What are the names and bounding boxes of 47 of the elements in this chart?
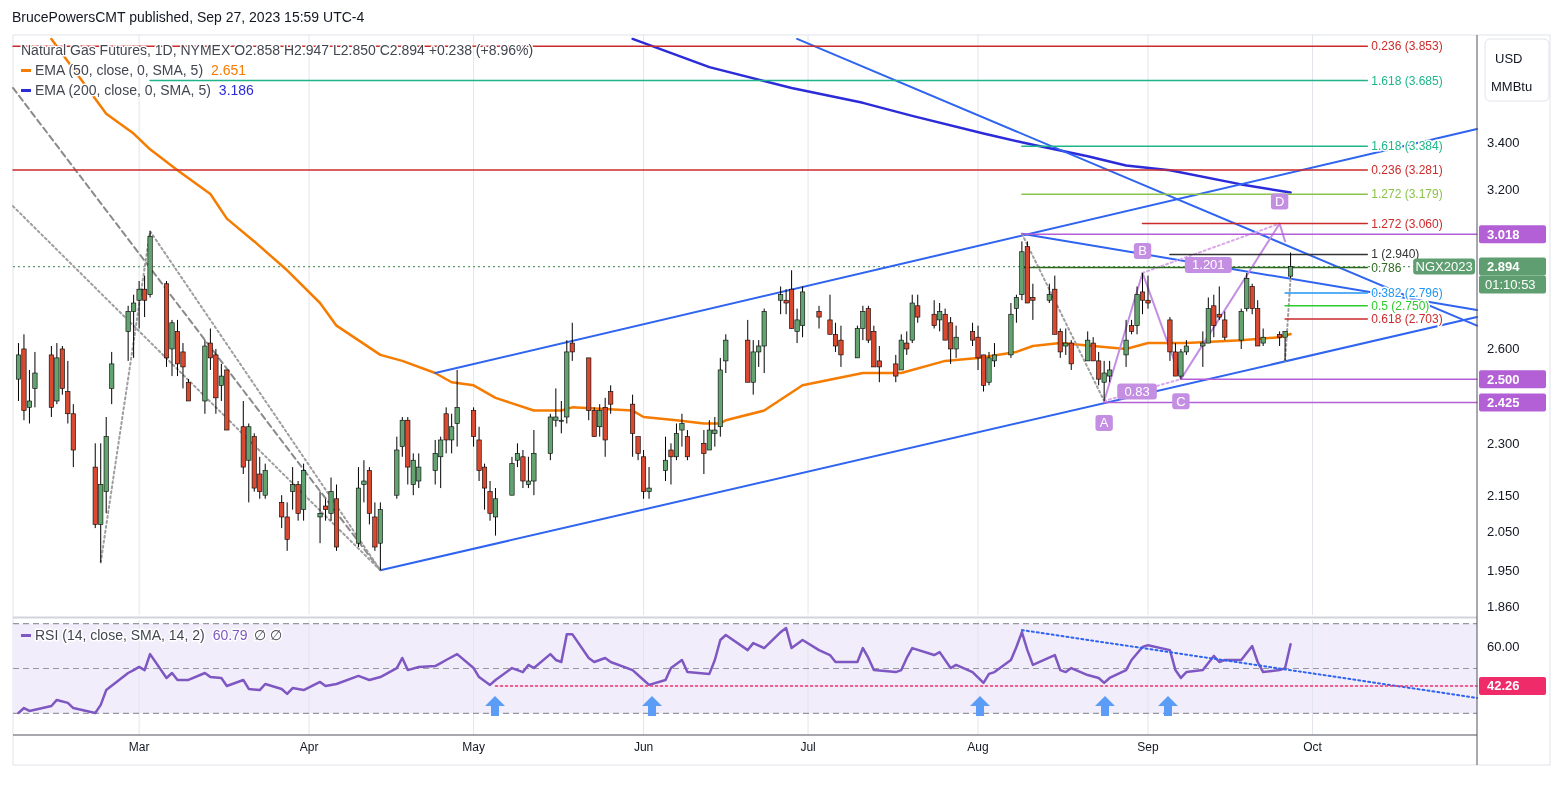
- series-label: 2.500: [1487, 371, 1520, 387]
- annotation: C: [1176, 393, 1186, 409]
- series-label: 0.786: [1371, 260, 1402, 275]
- x-tick-label: Aug: [967, 740, 989, 754]
- series-label: 0.618 (2.703): [1371, 312, 1443, 327]
- y-tick-label: 42.26: [1487, 678, 1520, 694]
- x-tick-label: Sep: [1137, 740, 1160, 754]
- annotation: 3.186: [218, 82, 255, 98]
- annotation: D: [1274, 194, 1285, 210]
- annotation: 0.83: [1124, 384, 1150, 400]
- y-tick-label: 2.150: [1487, 487, 1520, 503]
- annotation: 60.79: [212, 627, 248, 643]
- y-tick-label: 1.950: [1487, 562, 1520, 578]
- series-label: 2.425: [1487, 395, 1520, 411]
- annotation: B: [1138, 243, 1147, 259]
- series-label: 1.618 (3.685): [1371, 73, 1443, 88]
- series-label: 0.236 (3.853): [1371, 39, 1443, 54]
- text: 01:10:53: [1485, 277, 1536, 293]
- text: BrucePowersCMT published, Sep 27, 2023 15:59 UTC-4: [12, 9, 365, 25]
- y-tick-label: 2.050: [1487, 524, 1520, 540]
- series-label: 1.272 (3.179): [1371, 187, 1443, 202]
- series-label: 3.018: [1487, 226, 1520, 242]
- text: USD: [1495, 50, 1523, 66]
- series-label: 1.618 (3.384): [1371, 139, 1443, 154]
- x-tick-label: May: [462, 740, 485, 754]
- annotation: ∅ ∅: [253, 627, 282, 643]
- annotation: 1.201: [1192, 257, 1225, 273]
- legend-label: RSI (14, close, SMA, 14, 2): [35, 627, 205, 643]
- x-tick-label: Jun: [633, 740, 654, 754]
- series-label: 1.272 (3.060): [1371, 216, 1443, 231]
- y-tick-label: 2.600: [1487, 341, 1520, 357]
- y-tick-label: 60.00: [1487, 638, 1520, 654]
- y-tick-label: 3.200: [1487, 181, 1520, 197]
- annotation: NGX2023: [1415, 259, 1473, 275]
- annotation: A: [1099, 415, 1109, 431]
- y-tick-label: 1.860: [1487, 599, 1520, 615]
- x-tick-label: Jul: [800, 740, 816, 754]
- x-tick-label: Apr: [299, 740, 319, 754]
- y-tick-label: 2.300: [1487, 435, 1520, 451]
- text: MMBtu: [1491, 78, 1533, 94]
- x-tick-label: Mar: [128, 740, 150, 754]
- x-tick-label: Oct: [1303, 740, 1323, 754]
- ref-line-label: 2.894: [1487, 259, 1521, 275]
- annotation: 2.651: [211, 62, 247, 78]
- series-label: 1 (2.940): [1371, 247, 1420, 262]
- y-tick-label: 3.400: [1487, 135, 1520, 151]
- series-label: 0.236 (3.281): [1371, 162, 1443, 177]
